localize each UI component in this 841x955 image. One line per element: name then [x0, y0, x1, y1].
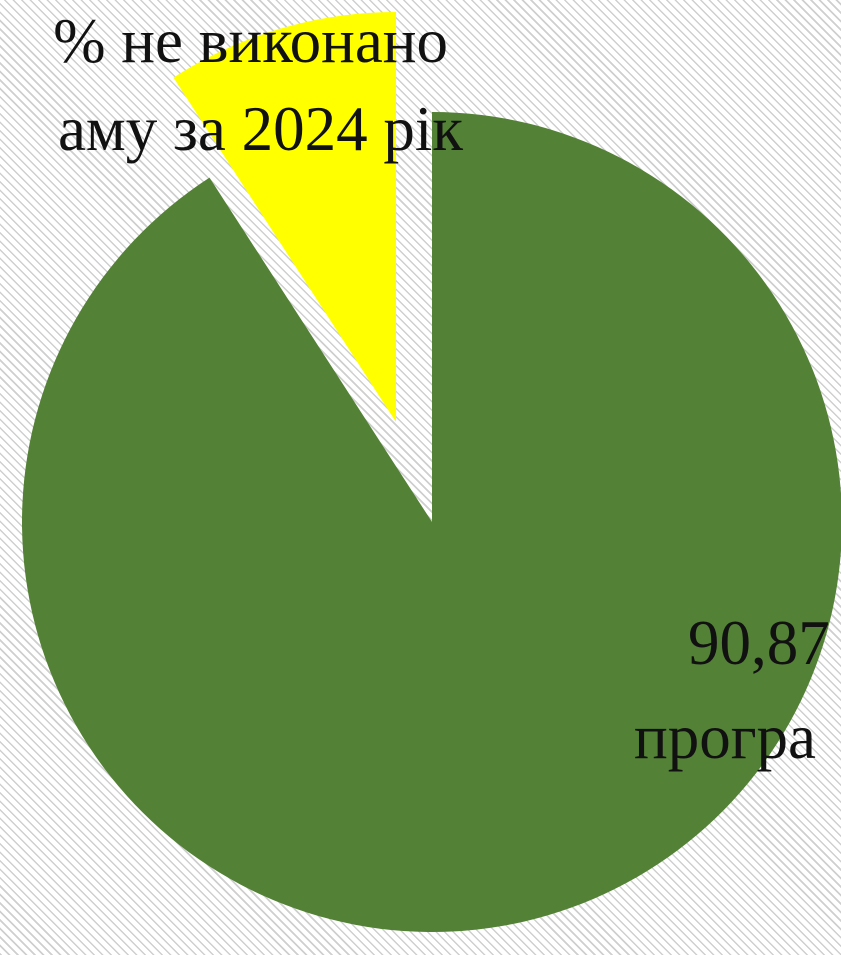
pie-slice-completed [22, 112, 841, 932]
pie-slice-not-completed [173, 12, 396, 422]
slice-label-not-completed-line2: аму за 2024 рік [57, 94, 463, 164]
slice-label-completed-line1: 90,87 [688, 608, 830, 678]
slice-label-not-completed-line1: % не виконано [53, 6, 448, 76]
slice-label-completed-line2: програ [634, 702, 817, 772]
